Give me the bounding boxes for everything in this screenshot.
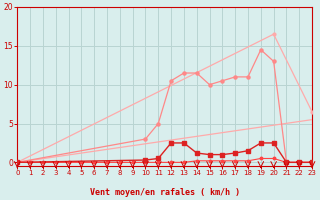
X-axis label: Vent moyen/en rafales ( km/h ): Vent moyen/en rafales ( km/h ) [90, 188, 240, 197]
